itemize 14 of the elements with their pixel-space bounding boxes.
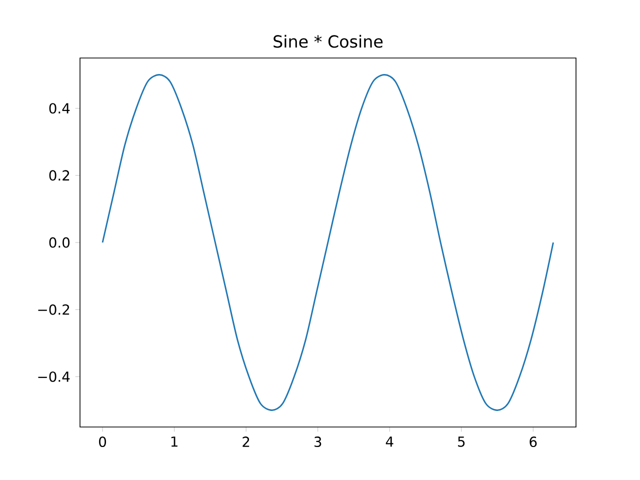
x-tick-label: 3 [314, 436, 322, 448]
x-tick-label: 2 [242, 436, 250, 447]
x-tick-label: 5 [458, 436, 465, 447]
x-tick-label: 0 [99, 436, 106, 448]
line-series [102, 74, 554, 411]
x-tick-label: 6 [530, 436, 537, 448]
x-tick-label: 4 [386, 436, 394, 447]
y-tick-label: −0.4 [38, 371, 70, 382]
y-tick-label: 0.2 [49, 170, 70, 181]
y-tick-label: 0.0 [49, 237, 70, 248]
x-tick-label: 1 [171, 436, 178, 447]
y-tick-label: −0.2 [38, 304, 70, 315]
y-tick-label: 0.4 [49, 103, 70, 114]
chart-title: Sine * Cosine [274, 34, 383, 48]
